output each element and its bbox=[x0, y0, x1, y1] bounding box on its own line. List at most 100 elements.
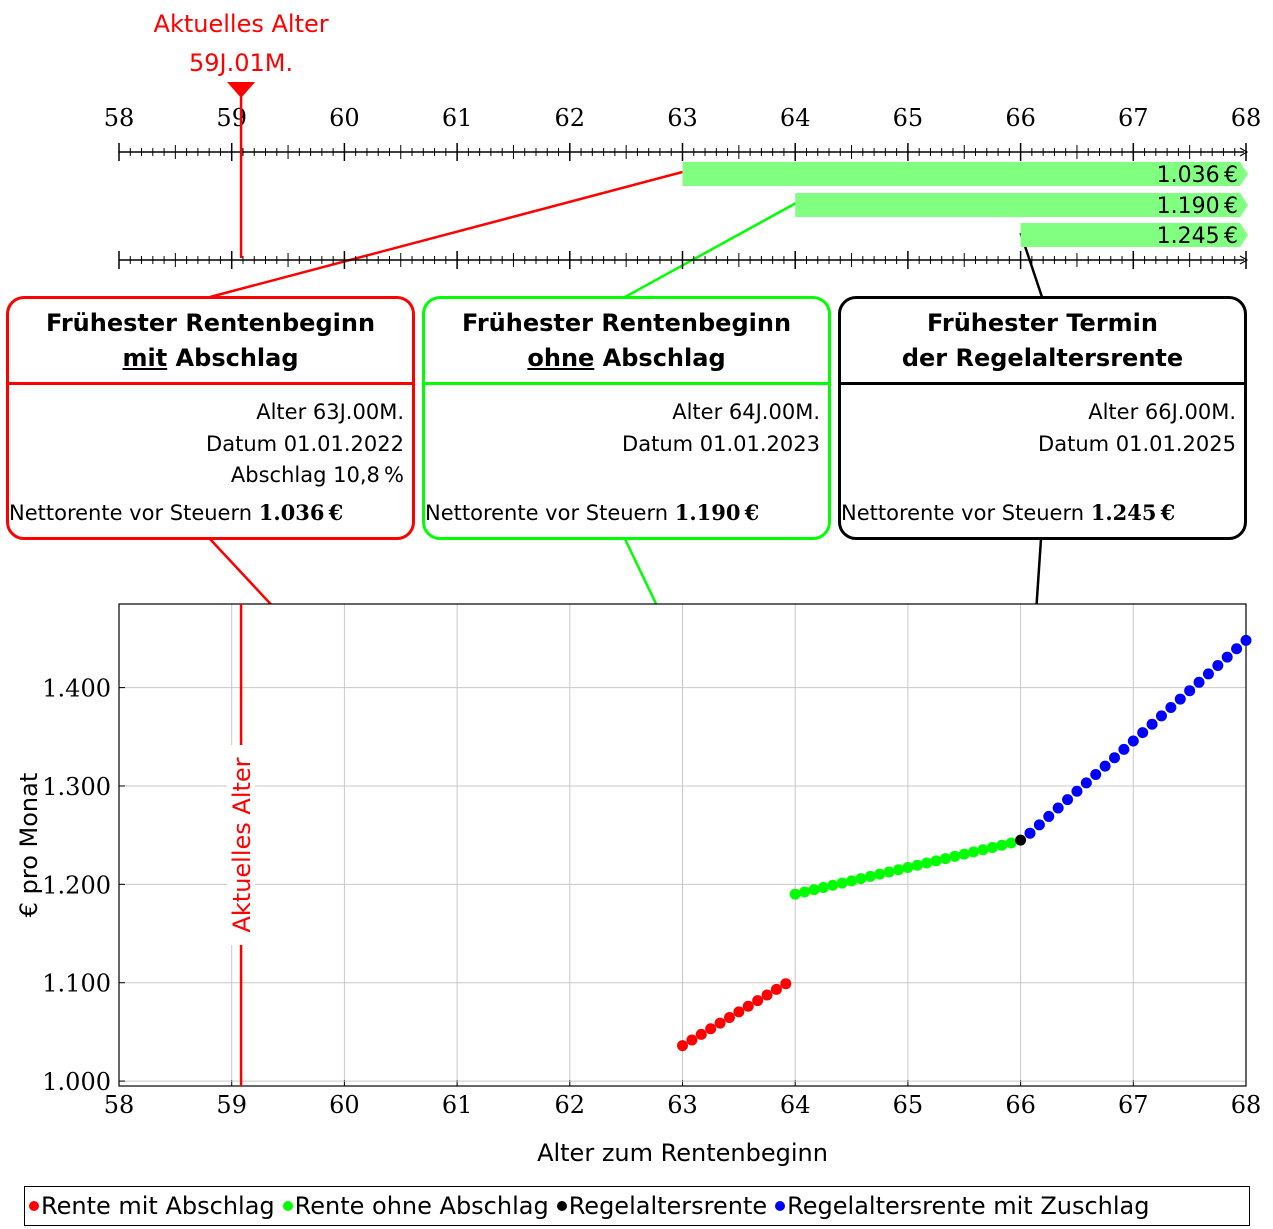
box-net-pension: Nettorente vor Steuern 1.190 € bbox=[425, 500, 759, 525]
data-point bbox=[939, 853, 951, 865]
scatter-plot: 58 59 60 61 62 63 64 65 66 67 68 1.000 1.100 1.200 1.3… bbox=[15, 603, 1261, 1167]
box-title-line2: mit Abschlag bbox=[122, 341, 298, 376]
box-earliest-without-deduction: Frühester Rentenbeginn ohne Abschlag Alt… bbox=[422, 296, 831, 540]
box-title-emph: mit bbox=[122, 343, 168, 372]
data-point bbox=[1080, 777, 1092, 789]
current-age-marker-icon bbox=[227, 82, 256, 98]
timeline-arrow-icon bbox=[1239, 255, 1249, 265]
data-point bbox=[714, 1017, 726, 1029]
box-age: Alter 63J.00M. bbox=[256, 400, 404, 424]
current-age-label: Aktuelles Alter bbox=[154, 10, 329, 38]
data-point bbox=[780, 978, 792, 990]
timeline-tick-label: 63 bbox=[667, 104, 698, 132]
y-tick-label: 1.000 bbox=[42, 1068, 111, 1096]
data-point bbox=[874, 868, 886, 880]
data-point bbox=[742, 1000, 754, 1012]
data-point bbox=[921, 857, 933, 869]
data-point bbox=[817, 882, 829, 894]
data-point bbox=[986, 841, 998, 853]
box-net-pension: Nettorente vor Steuern 1.036 € bbox=[9, 500, 343, 525]
data-point bbox=[723, 1012, 735, 1024]
box-body: Alter 64J.00M. Datum 01.01.2023 bbox=[425, 385, 828, 460]
data-point bbox=[1033, 819, 1045, 831]
series-rente-mit-abschlag bbox=[677, 978, 792, 1052]
data-point bbox=[949, 850, 961, 862]
data-point bbox=[1165, 701, 1177, 713]
data-point bbox=[1090, 769, 1102, 781]
box-age: Alter 66J.00M. bbox=[1088, 400, 1236, 424]
box-date: Datum 01.01.2022 bbox=[206, 431, 404, 456]
data-point bbox=[911, 859, 923, 871]
data-point bbox=[1155, 710, 1167, 722]
timeline-tick-label: 66 bbox=[1005, 104, 1036, 132]
data-point bbox=[799, 886, 811, 898]
data-point bbox=[1174, 693, 1186, 705]
legend-marker-icon bbox=[29, 1201, 39, 1211]
series-regelaltersrente-mit-zuschlag bbox=[1024, 634, 1252, 839]
timeline-tick-label: 68 bbox=[1231, 104, 1262, 132]
current-age-plot-label-bg bbox=[227, 745, 256, 945]
plot-frame bbox=[118, 603, 1247, 1087]
box-header: Frühester Rentenbeginn mit Abschlag bbox=[9, 299, 412, 385]
y-tick-label: 1.400 bbox=[42, 675, 111, 703]
box-title-line1: Frühester Rentenbeginn bbox=[461, 308, 792, 337]
data-point bbox=[752, 995, 764, 1007]
data-point bbox=[1193, 676, 1205, 688]
legend-marker-icon bbox=[282, 1201, 293, 1211]
box-title-line1: Frühester Termin bbox=[927, 308, 1158, 337]
data-point bbox=[1015, 834, 1027, 846]
legend-label: Regelaltersrente bbox=[568, 1192, 768, 1220]
legend-item: Rente ohne Abschlag bbox=[282, 1192, 549, 1220]
y-axis-label: € pro Monat bbox=[15, 773, 43, 918]
connector-top bbox=[209, 170, 683, 299]
y-tick-label: 1.300 bbox=[42, 773, 111, 801]
net-label: Nettorente vor Steuern bbox=[9, 501, 259, 525]
data-point bbox=[1043, 810, 1055, 822]
data-point bbox=[883, 866, 895, 878]
data-point bbox=[1127, 735, 1139, 747]
data-point bbox=[1137, 727, 1149, 739]
timeline-tick-label: 61 bbox=[442, 104, 473, 132]
data-point bbox=[958, 848, 970, 860]
data-point bbox=[855, 873, 867, 885]
box-title-line1: Frühester Rentenbeginn bbox=[45, 308, 376, 337]
data-point bbox=[808, 884, 820, 896]
box-header: Frühester Rentenbeginn ohne Abschlag bbox=[425, 299, 828, 385]
x-tick-label: 58 bbox=[104, 1091, 135, 1119]
box-body: Alter 66J.00M. Datum 01.01.2025 bbox=[841, 385, 1244, 460]
legend-label: Regelaltersrente mit Zuschlag bbox=[787, 1192, 1150, 1220]
current-age-plot-label: Aktuelles Alter bbox=[228, 757, 256, 932]
box-title-line2: ohne Abschlag bbox=[527, 341, 725, 376]
data-point bbox=[930, 855, 942, 867]
series-regelaltersrente bbox=[1015, 834, 1027, 846]
legend-item: Regelaltersrente bbox=[556, 1192, 768, 1220]
data-point bbox=[1052, 802, 1064, 814]
series-rente-ohne-abschlag bbox=[789, 837, 1017, 900]
box-body: Alter 63J.00M. Datum 01.01.2022 Abschlag… bbox=[9, 385, 412, 492]
legend-label: Rente mit Abschlag bbox=[41, 1192, 275, 1220]
box-net-pension: Nettorente vor Steuern 1.245 € bbox=[841, 500, 1175, 525]
x-tick-label: 64 bbox=[780, 1091, 811, 1119]
box-earliest-with-deduction: Frühester Rentenbeginn mit Abschlag Alte… bbox=[6, 296, 415, 540]
timeline: 58 59 60 61 62 63 64 65 66 67 68 1.036 € 1.190 € 1.24… bbox=[104, 10, 1262, 269]
timeline-tick-label: 64 bbox=[780, 104, 811, 132]
box-date: Datum 01.01.2025 bbox=[1038, 431, 1236, 456]
box-title-line2: der Regelaltersrente bbox=[902, 341, 1183, 376]
box-title-rest: der Regelaltersrente bbox=[901, 343, 1184, 372]
data-point bbox=[836, 877, 848, 889]
data-point bbox=[977, 844, 989, 856]
x-tick-label: 65 bbox=[893, 1091, 924, 1119]
box-regular-retirement: Frühester Termin der Regelaltersrente Al… bbox=[838, 296, 1247, 540]
box-date: Datum 01.01.2023 bbox=[622, 431, 820, 456]
data-point bbox=[695, 1028, 707, 1040]
legend-item: Rente mit Abschlag bbox=[29, 1192, 275, 1220]
timeline-bar-label: 1.036 € bbox=[1157, 163, 1238, 188]
data-point bbox=[770, 983, 782, 995]
y-tick-label: 1.200 bbox=[42, 871, 111, 899]
legend-marker-icon bbox=[556, 1201, 567, 1211]
legend-marker-icon bbox=[775, 1201, 786, 1211]
legend-label: Rente ohne Abschlag bbox=[294, 1192, 549, 1220]
x-tick-label: 63 bbox=[667, 1091, 698, 1119]
data-point bbox=[1099, 760, 1111, 772]
data-point bbox=[1062, 794, 1074, 806]
